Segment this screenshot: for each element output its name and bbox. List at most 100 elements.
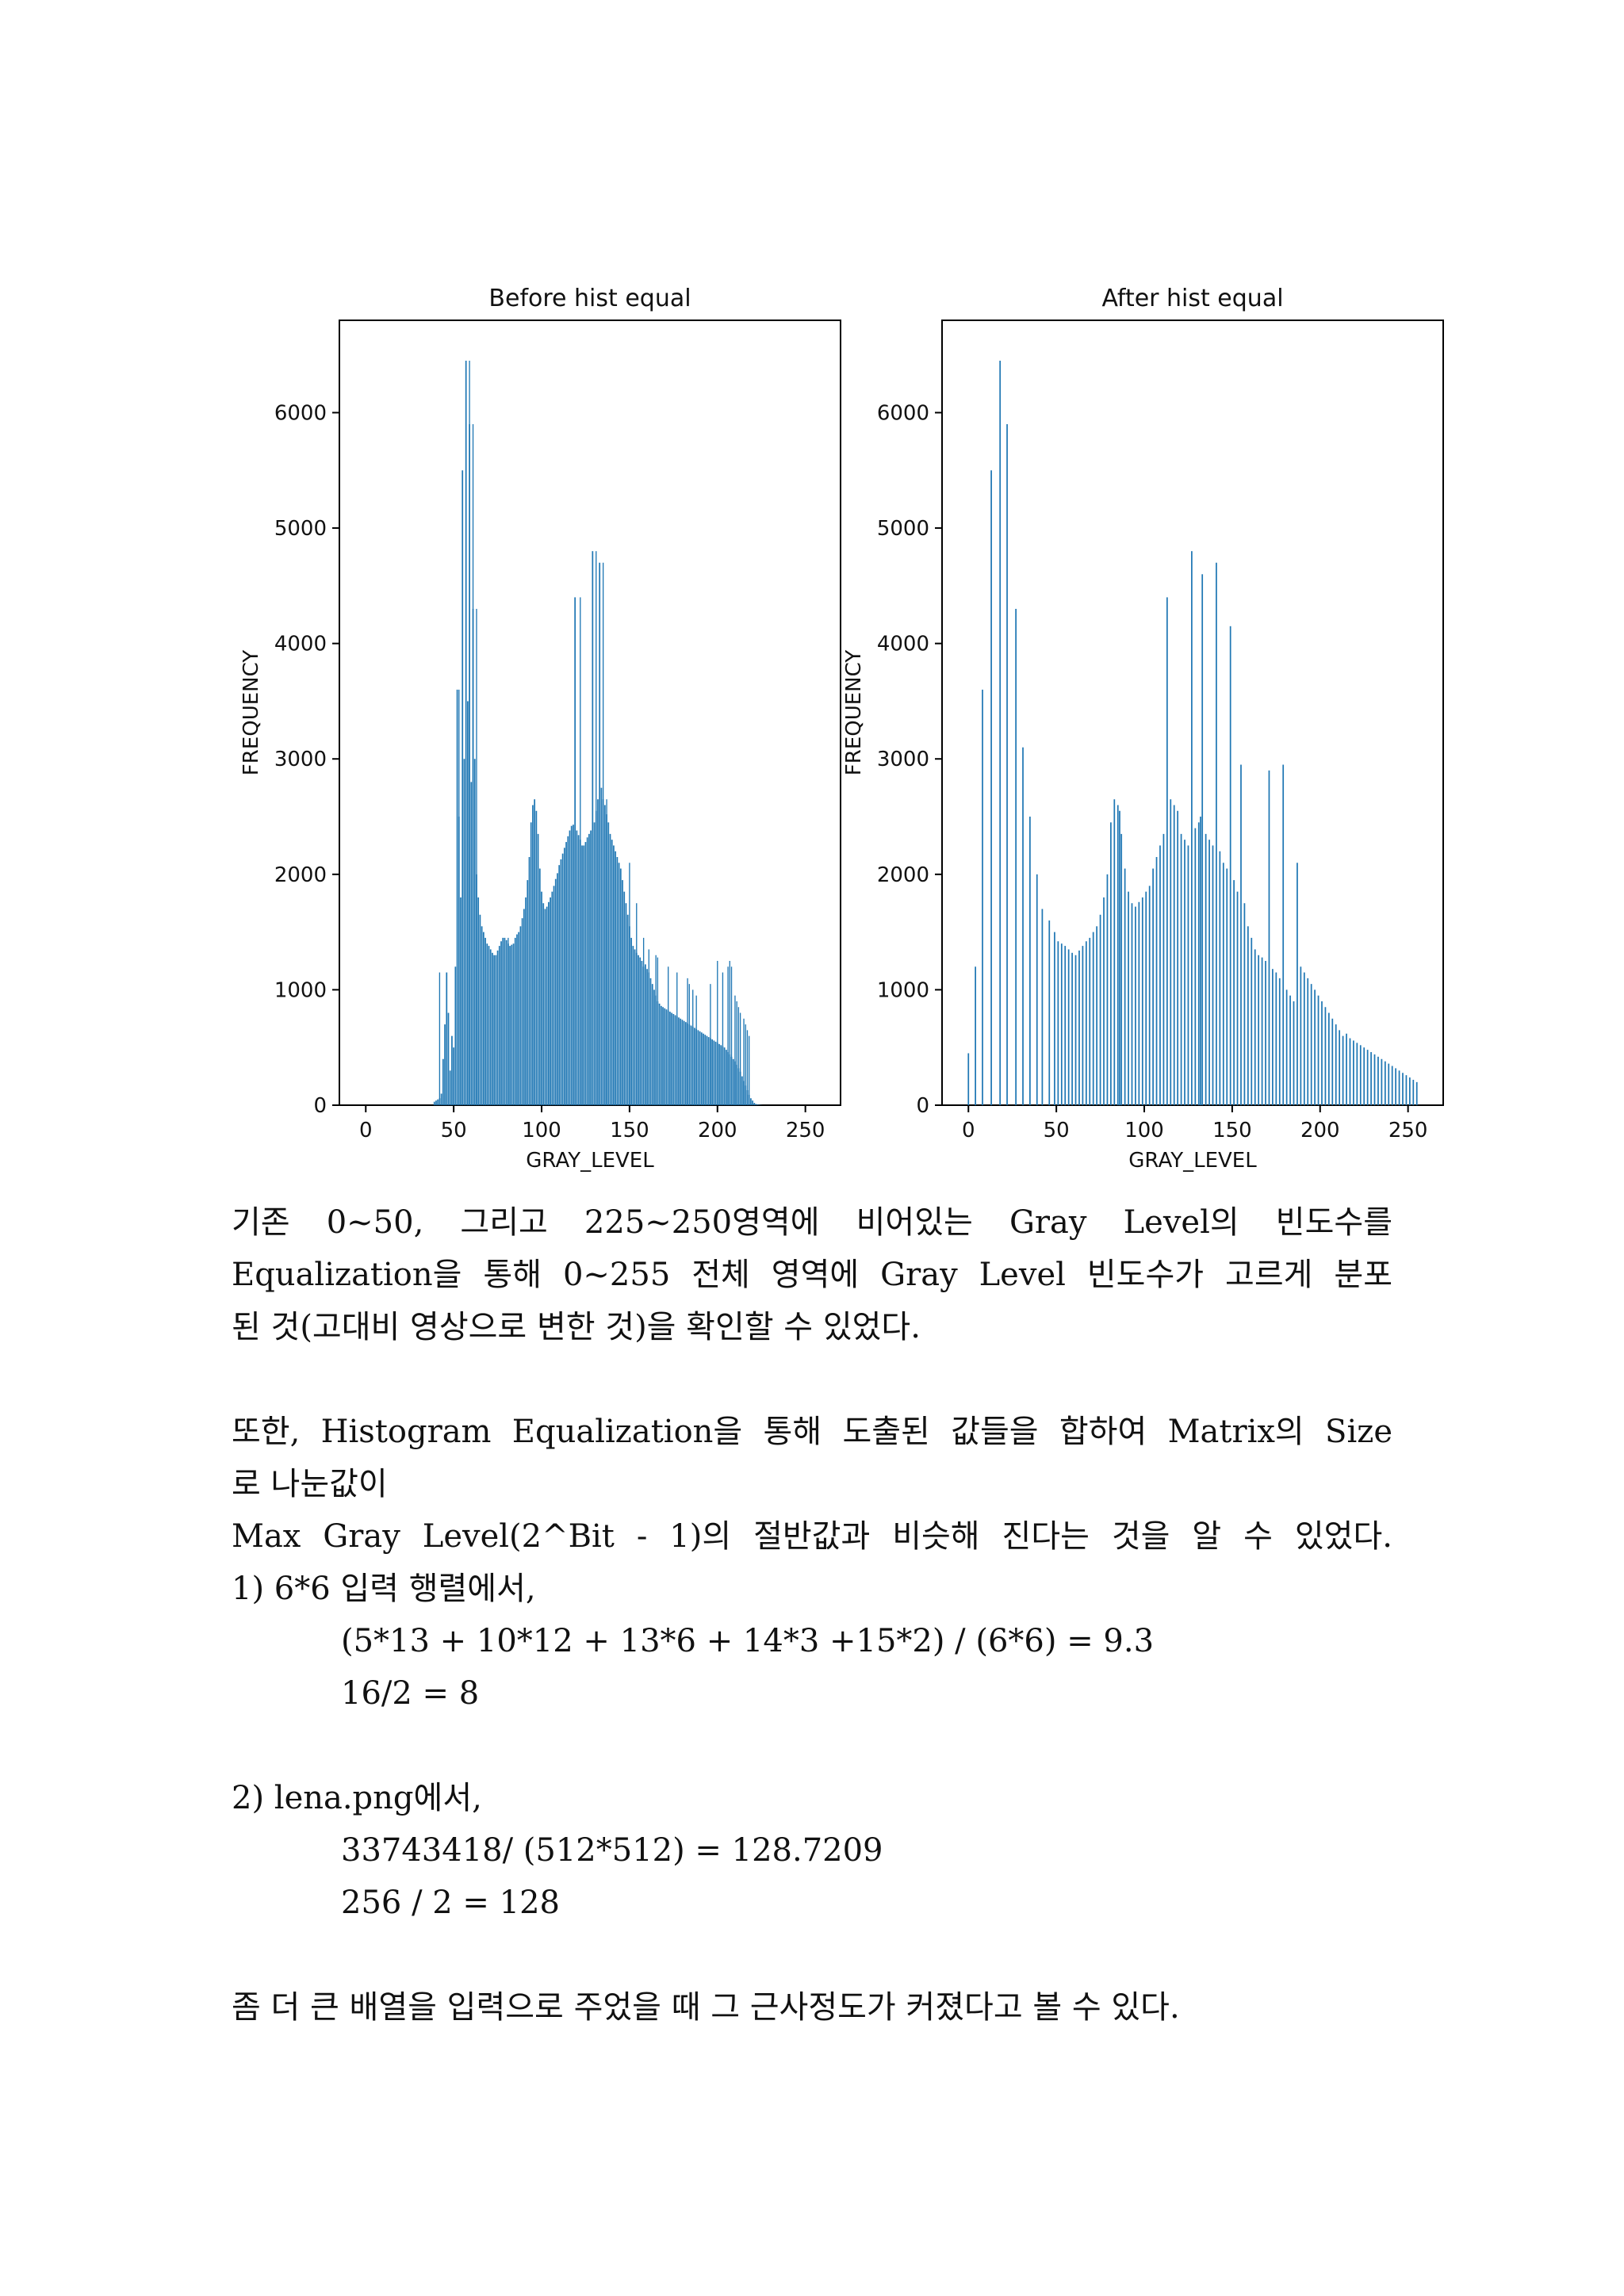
histogram-bar bbox=[1381, 1058, 1383, 1105]
histogram-bar bbox=[1278, 978, 1281, 1105]
histogram-bar bbox=[1236, 891, 1239, 1105]
histogram-bar bbox=[590, 830, 592, 1105]
histogram-bar bbox=[558, 865, 561, 1105]
histogram-bar bbox=[632, 946, 634, 1105]
xticks-after: 0 50 100 150 200 250 bbox=[962, 1105, 1427, 1142]
histogram-bar bbox=[570, 825, 573, 1105]
histogram-bar bbox=[557, 873, 558, 1105]
histogram-bar bbox=[527, 880, 529, 1105]
histogram-bar bbox=[502, 937, 504, 1105]
histogram-bar bbox=[454, 966, 457, 1105]
histogram-bar bbox=[967, 1053, 970, 1105]
histogram-bar bbox=[690, 1025, 692, 1105]
histogram-bar bbox=[1377, 1056, 1379, 1105]
histogram-bar bbox=[1247, 926, 1249, 1105]
y-tick-label: 5000 bbox=[877, 517, 929, 541]
histogram-bar bbox=[1307, 978, 1309, 1105]
histogram-bar-peak bbox=[636, 903, 638, 1105]
histogram-bar bbox=[1191, 551, 1193, 1105]
histogram-bar bbox=[718, 1043, 720, 1105]
histogram-bar bbox=[1243, 903, 1246, 1105]
y-tick-label: 2000 bbox=[274, 863, 327, 887]
histogram-bar bbox=[544, 909, 546, 1105]
histogram-bar bbox=[1029, 817, 1031, 1105]
histogram-bar bbox=[1205, 833, 1207, 1105]
histogram-bar bbox=[1116, 805, 1119, 1105]
histogram-bar bbox=[456, 689, 458, 1105]
histogram-bar bbox=[1415, 1081, 1418, 1105]
histogram-bar bbox=[519, 926, 522, 1105]
histogram-bar bbox=[644, 964, 646, 1105]
histogram-bar bbox=[1258, 955, 1260, 1105]
y-tick-label: 0 bbox=[313, 1094, 327, 1118]
histogram-bar bbox=[1128, 891, 1129, 1105]
histogram-bar bbox=[611, 840, 613, 1105]
item-1-equation-2: 16/2 = 8 bbox=[341, 1675, 480, 1712]
histogram-bar bbox=[521, 918, 523, 1105]
histogram-bar-peak bbox=[688, 984, 690, 1105]
histogram-bar bbox=[616, 856, 619, 1105]
histogram-bar-peak bbox=[739, 1012, 741, 1105]
histogram-bar bbox=[660, 1005, 662, 1105]
histogram-bar bbox=[1293, 1001, 1295, 1105]
histogram-bar bbox=[1321, 1001, 1323, 1105]
histogram-bar bbox=[1041, 909, 1044, 1105]
histogram-bar bbox=[563, 848, 565, 1105]
histogram-bar bbox=[1200, 817, 1201, 1105]
histogram-bar bbox=[470, 782, 473, 1105]
histogram-bar bbox=[1327, 1012, 1330, 1105]
histogram-bar bbox=[1303, 972, 1305, 1105]
histogram-bar bbox=[451, 1035, 453, 1105]
x-tick-label: 150 bbox=[1212, 1119, 1252, 1142]
histogram-bar-peak bbox=[743, 1018, 745, 1105]
histogram-bar bbox=[463, 759, 465, 1105]
histogram-bar bbox=[1082, 946, 1084, 1105]
histogram-bar bbox=[1208, 840, 1210, 1105]
chart-title-after: After hist equal bbox=[1101, 285, 1283, 312]
histogram-bar bbox=[1141, 897, 1143, 1105]
x-tick-label: 150 bbox=[610, 1119, 649, 1142]
item-2-heading: 2) lena.png에서, bbox=[232, 1780, 482, 1816]
x-tick-label: 200 bbox=[698, 1119, 737, 1142]
histogram-bar bbox=[1233, 880, 1235, 1105]
histogram-bar bbox=[672, 1013, 675, 1105]
histogram-bar bbox=[1103, 897, 1105, 1105]
histogram-bar bbox=[1187, 845, 1189, 1105]
histogram-bar bbox=[1067, 949, 1070, 1105]
histogram-bar bbox=[703, 1033, 704, 1105]
histogram-bar bbox=[1089, 937, 1091, 1105]
histogram-bar bbox=[694, 1027, 695, 1105]
histogram-bar bbox=[554, 878, 557, 1105]
histogram-bar bbox=[488, 946, 490, 1105]
histogram-bar bbox=[498, 946, 500, 1105]
histogram-bar-peak bbox=[458, 689, 460, 1105]
y-tick-label: 3000 bbox=[877, 748, 929, 771]
histogram-bar bbox=[492, 952, 493, 1105]
histogram-bar bbox=[530, 822, 532, 1105]
y-tick-label: 6000 bbox=[877, 401, 929, 425]
histogram-bar bbox=[681, 1020, 684, 1105]
histogram-bar bbox=[1275, 972, 1277, 1105]
histogram-bar bbox=[584, 842, 587, 1105]
histogram-bar bbox=[1268, 770, 1270, 1105]
histogram-bar bbox=[1106, 874, 1109, 1105]
histogram-bar bbox=[553, 886, 555, 1105]
histogram-bar bbox=[541, 891, 542, 1105]
histogram-bar-peak bbox=[465, 470, 467, 1105]
histogram-bar bbox=[1197, 822, 1200, 1105]
yticks-before: 0 1000 2000 3000 4000 5000 6000 bbox=[274, 401, 339, 1118]
histogram-bar bbox=[1402, 1073, 1404, 1105]
histogram-bar bbox=[535, 810, 538, 1105]
histogram-bar bbox=[671, 1012, 672, 1105]
histogram-bar bbox=[449, 1070, 451, 1105]
histogram-bar bbox=[665, 1009, 668, 1105]
histogram-bar bbox=[1166, 597, 1168, 1105]
y-tick-label: 2000 bbox=[877, 863, 929, 887]
histogram-bar-peak bbox=[730, 966, 733, 1105]
y-tick-label: 1000 bbox=[274, 978, 327, 1002]
histogram-bar bbox=[1317, 995, 1320, 1105]
histogram-bar bbox=[577, 835, 580, 1105]
histogram-bar-peak bbox=[439, 972, 441, 1105]
histogram-bar bbox=[750, 1098, 752, 1105]
histogram-bar bbox=[477, 897, 480, 1105]
